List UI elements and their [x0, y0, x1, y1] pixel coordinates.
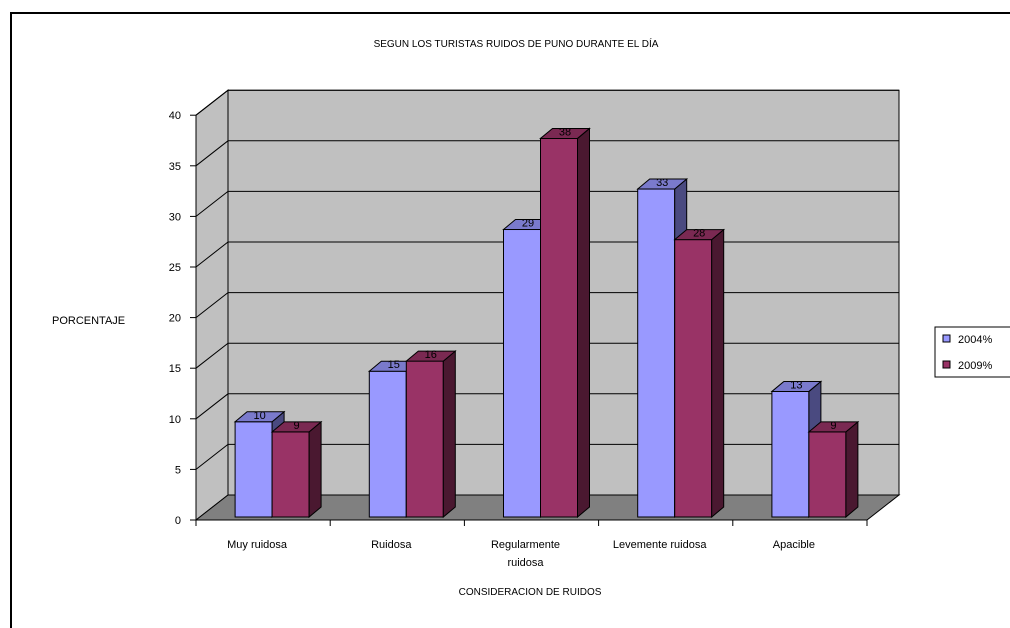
legend-label-2009: 2009%	[958, 360, 992, 372]
data-label: 9	[294, 420, 300, 432]
bar-top-2004%	[770, 380, 823, 392]
x-tick-label: Levemente ruidosa	[613, 539, 707, 551]
bar-top-2009%	[539, 127, 591, 139]
y-tick-label: 10	[169, 414, 181, 426]
x-axis-label: CONSIDERACION DE RUIDOS	[459, 587, 602, 598]
bar-side-2009%	[577, 127, 590, 519]
chart-title: SEGUN LOS TURISTAS RUIDOS DE PUNO DURANT…	[374, 37, 659, 50]
bar-top-2009%	[807, 421, 860, 433]
bar-2004%	[234, 421, 273, 518]
bar-2004%	[771, 390, 810, 518]
y-tick-label: 40	[169, 110, 181, 122]
bar-2004%	[368, 370, 407, 518]
data-label: 15	[388, 359, 400, 371]
bar-side-2009%	[845, 420, 859, 519]
y-axis-label: PORCENTAJE	[52, 315, 125, 327]
bar-2009%	[405, 360, 444, 518]
data-label: 13	[790, 379, 802, 391]
x-tick-label: Ruidosa	[371, 539, 412, 551]
gridline	[195, 140, 899, 167]
bar-side-2009%	[308, 420, 322, 519]
legend-swatch-2009	[942, 360, 951, 369]
bar-2009%	[808, 431, 847, 518]
bar-2004%	[637, 188, 676, 518]
y-tick-label: 0	[175, 515, 181, 527]
data-label: 9	[830, 420, 836, 432]
x-tick-label: Regularmente	[491, 539, 560, 551]
x-tick-label: ruidosa	[507, 557, 544, 569]
y-tick-label: 5	[175, 464, 181, 476]
bar-side-2009%	[711, 228, 725, 519]
y-tick-label: 15	[169, 363, 181, 375]
plot-area: 0 5 10 15 20 25 30 35 40 10 9 Muy ruidosa 15 16 Ruidos…	[169, 89, 901, 569]
y-tick-label: 35	[169, 161, 181, 173]
bar-top-2004%	[636, 178, 689, 190]
bar-2009%	[674, 239, 713, 518]
bar-2004%	[503, 229, 541, 518]
bar-top-2004%	[233, 411, 286, 423]
data-label: 29	[522, 218, 534, 230]
legend-swatch-2004	[942, 334, 951, 343]
y-tick-label: 20	[169, 313, 181, 325]
bar-top-2009%	[404, 350, 457, 362]
bar-side-2009%	[442, 350, 456, 519]
data-label: 33	[656, 177, 668, 189]
y-tick-label: 30	[169, 211, 181, 223]
bar-top-2009%	[270, 421, 323, 433]
data-label: 28	[693, 228, 705, 240]
x-tick-label: Muy ruidosa	[227, 539, 288, 551]
legend-label-2004: 2004%	[958, 334, 992, 346]
data-label: 38	[559, 126, 571, 138]
data-label: 10	[253, 410, 265, 422]
legend: 2004% 2009%	[934, 326, 1010, 378]
bar-top-2009%	[673, 229, 726, 241]
data-label: 16	[425, 349, 437, 361]
gridline	[195, 89, 899, 116]
bar-2009%	[271, 431, 310, 518]
y-tick-label: 25	[169, 262, 181, 274]
bar-2009%	[540, 137, 578, 518]
x-tick-label: Apacible	[773, 539, 815, 551]
